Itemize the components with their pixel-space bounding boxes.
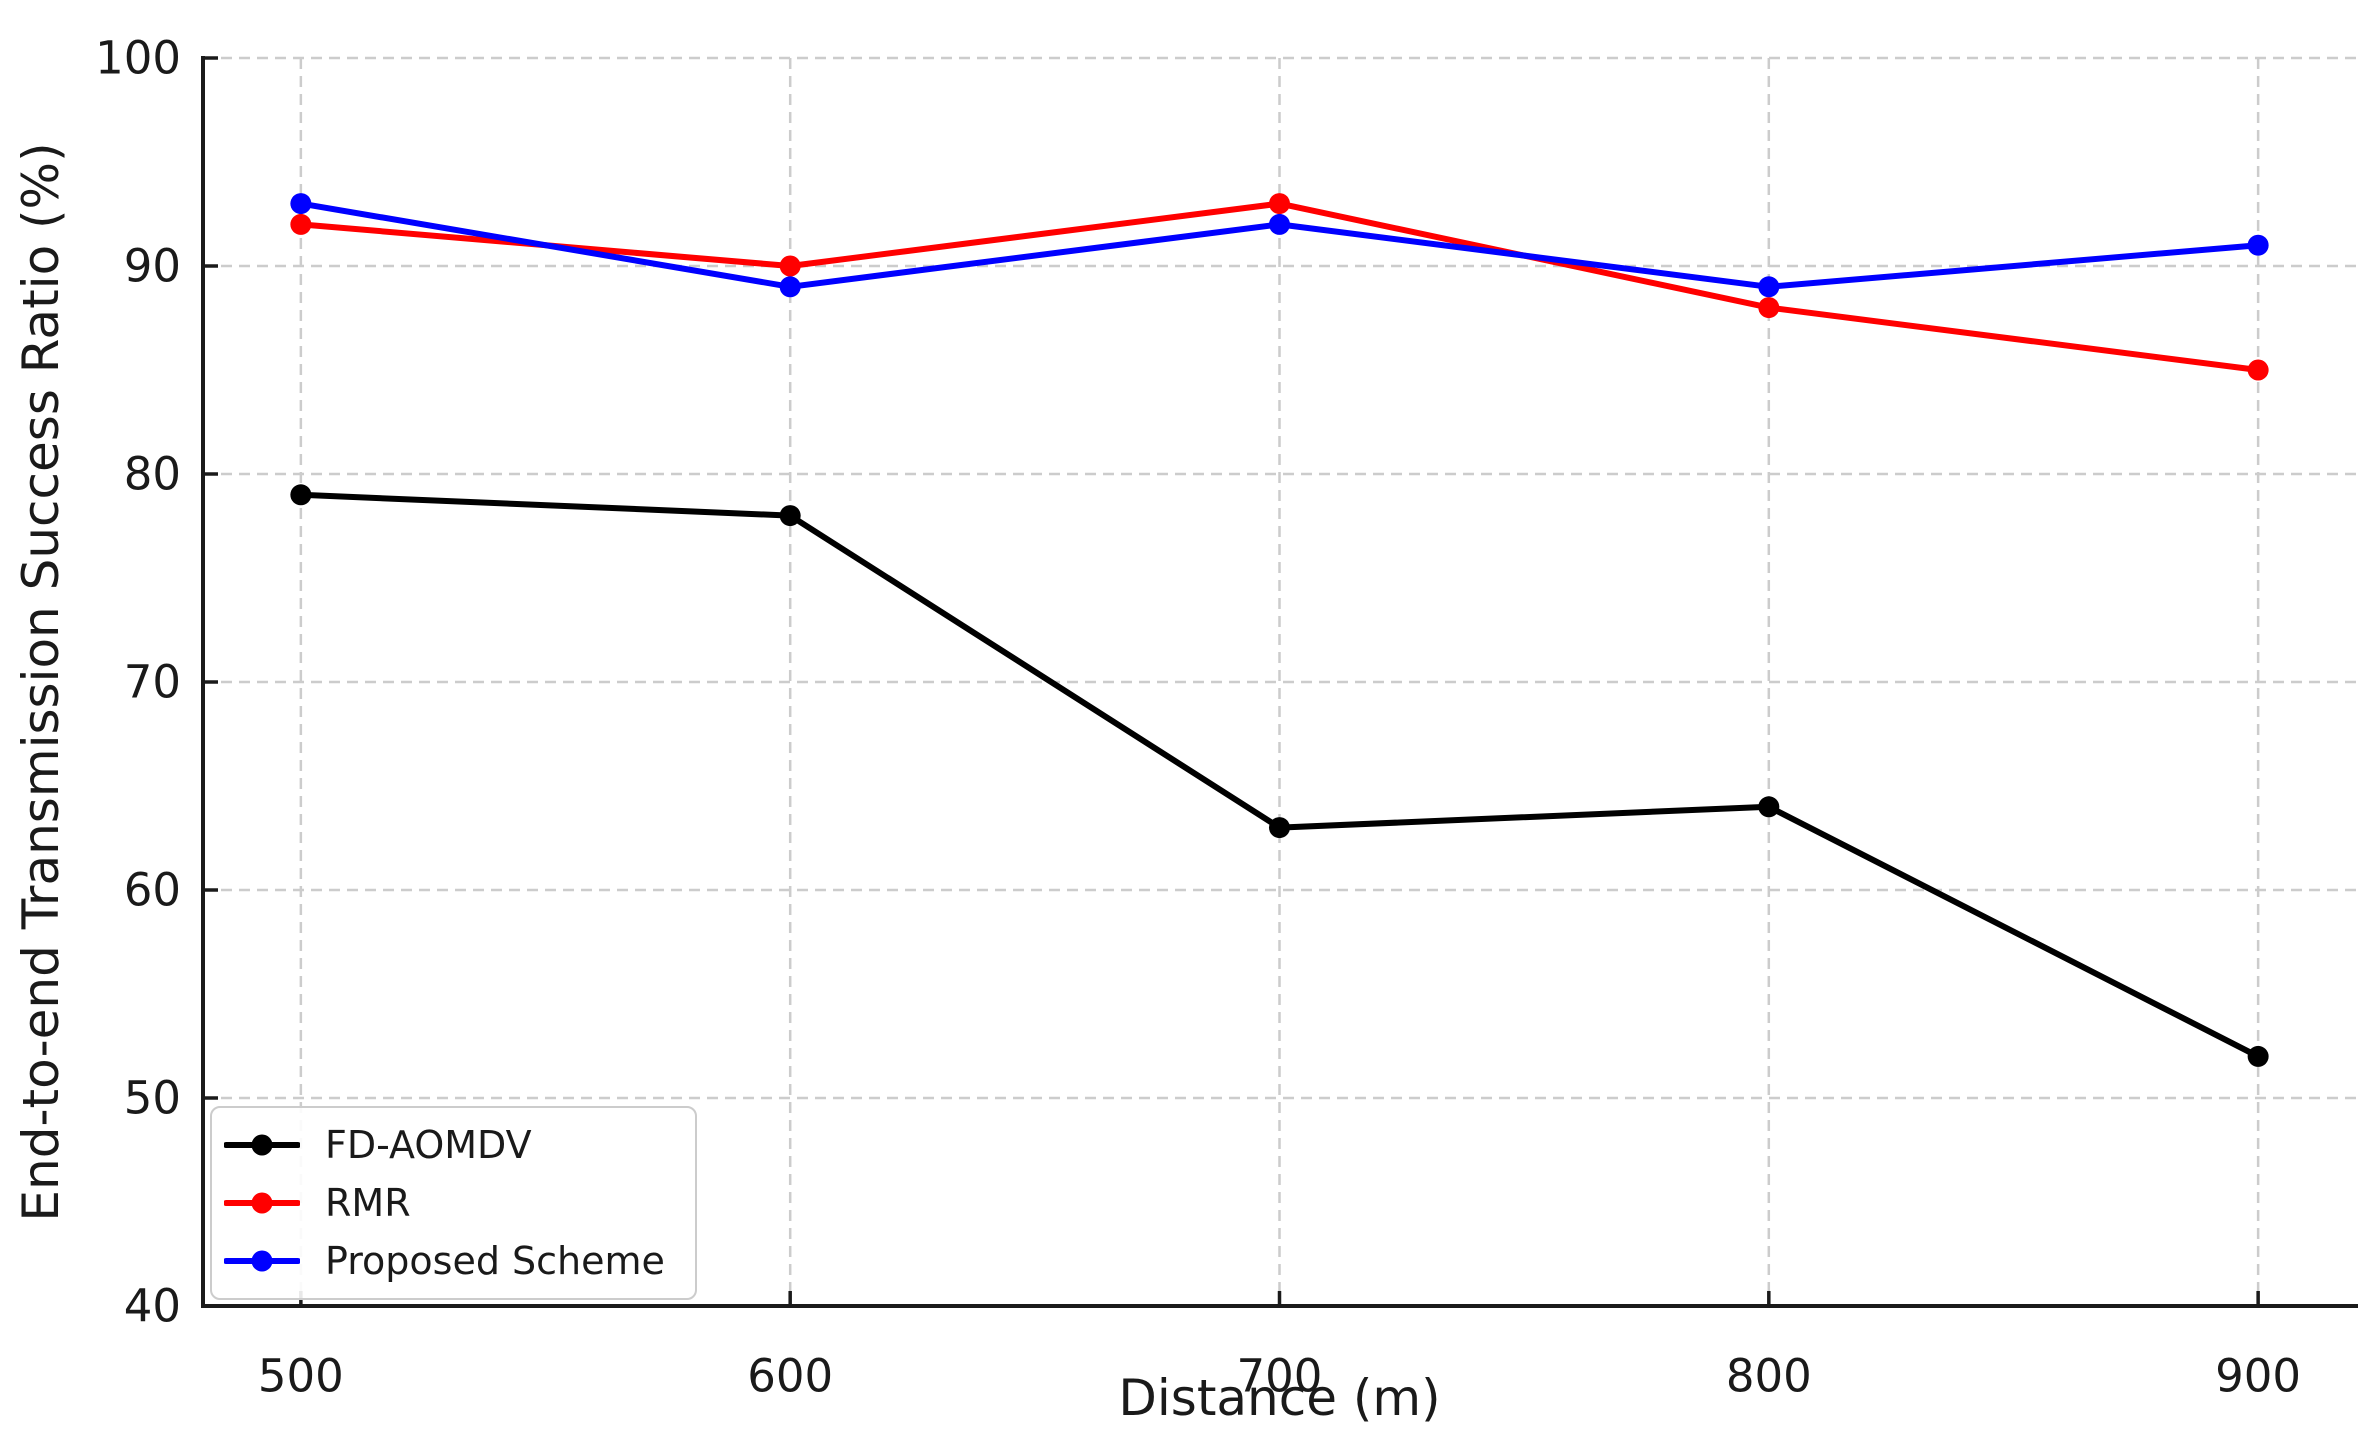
x-tick-label: 500 (258, 1350, 344, 1403)
data-point (779, 255, 801, 277)
data-point (1269, 193, 1290, 215)
x-tick-label: 800 (1726, 1350, 1812, 1403)
legend-item-proposed-scheme: Proposed Scheme (224, 1232, 665, 1290)
data-point (2247, 234, 2269, 256)
legend-label: RMR (325, 1181, 411, 1225)
x-tick-label: 900 (2215, 1350, 2301, 1403)
data-point (1269, 213, 1290, 235)
data-point (2247, 359, 2269, 381)
y-tick-label: 80 (124, 448, 181, 501)
legend-dot (251, 1250, 273, 1272)
x-tick-label: 700 (1237, 1350, 1323, 1403)
legend-marker-line (224, 1134, 300, 1156)
x-tick-label: 600 (747, 1350, 833, 1403)
y-tick-label: 60 (124, 864, 181, 917)
data-point (779, 505, 801, 527)
legend-item-rmr: RMR (224, 1174, 665, 1232)
data-point (1758, 297, 1780, 319)
y-axis-label: End-to-end Transmission Success Ratio (%… (12, 142, 70, 1221)
x-axis-label: Distance (m) (1118, 1369, 1440, 1427)
legend-marker-line (224, 1192, 300, 1214)
chart-legend: FD-AOMDV RMR Proposed Scheme (210, 1106, 697, 1300)
data-point (1758, 796, 1780, 818)
y-tick-label: 100 (95, 32, 181, 85)
y-tick-label: 90 (124, 240, 181, 293)
data-point (1758, 276, 1780, 298)
legend-label: FD-AOMDV (325, 1123, 532, 1167)
legend-label: Proposed Scheme (325, 1239, 665, 1283)
legend-marker-line (224, 1250, 300, 1272)
data-point (290, 213, 312, 235)
y-tick-label: 40 (124, 1280, 181, 1333)
data-point (1269, 817, 1290, 839)
legend-dot (251, 1192, 273, 1214)
y-tick-label: 50 (124, 1072, 181, 1125)
data-point (290, 484, 312, 506)
series-line-fd-aomdv (297, 491, 2262, 1060)
data-point (290, 193, 312, 215)
data-point (779, 276, 801, 298)
legend-dot (251, 1134, 273, 1156)
data-point (2247, 1045, 2269, 1067)
legend-item-fd-aomdv: FD-AOMDV (224, 1116, 665, 1174)
y-tick-label: 70 (124, 656, 181, 709)
